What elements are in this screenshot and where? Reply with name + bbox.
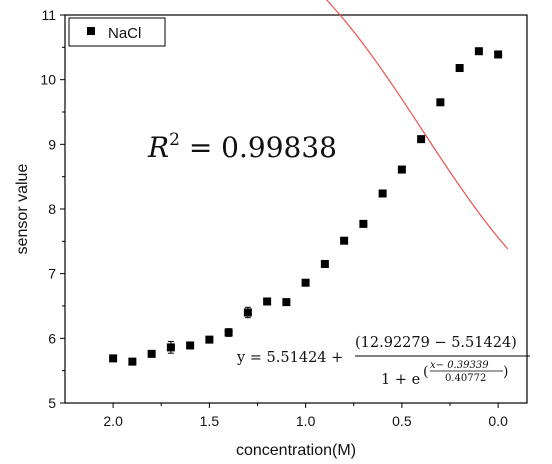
y-tick-label: 6 [48,330,56,346]
fit-equation: y = 5.51424 + (12.92279 − 5.51424) 1 + e… [236,335,530,388]
r-squared-label: R2 = 0.99838 [147,130,337,164]
data-point [436,98,445,107]
equation-lhs: y = 5.51424 + [236,350,343,366]
data-point [186,341,195,350]
y-tick-label: 10 [40,72,56,88]
data-point [397,165,406,174]
data-point [359,219,368,228]
y-tick-label: 8 [48,201,56,217]
legend-marker-nacl [87,27,95,35]
exp-open-paren: ( [423,364,428,380]
data-point [224,328,233,337]
r-squared-value: = 0.99838 [180,131,337,164]
y-tick-label: 9 [48,136,56,152]
equation-numerator: (12.92279 − 5.51424) [355,335,517,351]
data-point [166,343,175,352]
fit-curve [325,0,509,250]
x-tick-label: 2.0 [103,413,123,429]
r-squared-base: R [147,131,169,164]
y-tick-label: 7 [48,266,56,282]
equation-denominator: 1 + e [381,372,420,388]
data-point [205,335,214,344]
legend-box [68,17,166,47]
legend: NaCl [68,17,166,47]
legend-label-nacl: NaCl [108,25,141,42]
x-tick-label: 1.0 [296,413,316,429]
data-point [243,308,252,317]
data-point [340,236,349,245]
data-point [494,50,503,59]
y-tick-label: 5 [48,395,56,411]
data-point [455,64,464,73]
x-axis-ticks: 2.0 1.5 1.0 0.5 0.0 [103,403,508,429]
data-point [282,298,291,307]
r-squared-exp: 2 [169,130,180,150]
x-tick-label: 1.5 [200,413,220,429]
exp-denominator: 0.40772 [445,373,486,384]
y-axis-ticks: 5 6 7 8 9 10 11 [40,7,65,411]
data-point [128,357,137,366]
data-point [147,349,156,358]
exp-numerator: x− 0.39339 [430,360,489,371]
data-points [109,47,503,366]
y-tick-label: 11 [41,7,56,23]
exp-close-paren: ) [503,364,508,380]
data-point [263,297,272,306]
data-point [417,135,426,144]
y-axis-title: sensor value [14,164,31,255]
data-point [301,278,310,287]
x-tick-label: 0.0 [488,413,508,429]
data-point [474,47,483,56]
data-point [378,189,387,198]
x-tick-label: 0.5 [392,413,412,429]
error-bars [110,48,502,364]
data-point [109,354,118,363]
data-point [320,259,329,268]
x-axis-title: concentration(M) [236,442,356,459]
